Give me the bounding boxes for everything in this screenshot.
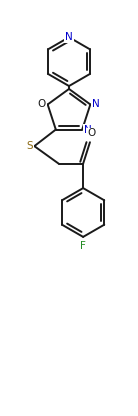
Text: N: N — [92, 99, 100, 109]
Text: F: F — [80, 241, 86, 251]
Text: O: O — [37, 99, 46, 109]
Text: N: N — [84, 124, 92, 134]
Text: N: N — [65, 32, 73, 42]
Text: S: S — [27, 141, 33, 151]
Text: O: O — [88, 128, 96, 139]
